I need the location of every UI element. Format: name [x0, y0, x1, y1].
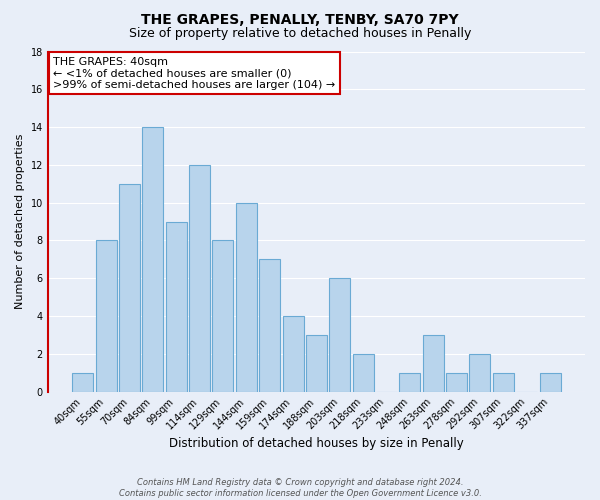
Bar	[212, 240, 233, 392]
Bar	[166, 222, 187, 392]
Bar	[95, 240, 116, 392]
Text: THE GRAPES, PENALLY, TENBY, SA70 7PY: THE GRAPES, PENALLY, TENBY, SA70 7PY	[141, 12, 459, 26]
Bar	[329, 278, 350, 392]
Bar	[306, 335, 327, 392]
Bar	[469, 354, 490, 392]
Bar	[259, 260, 280, 392]
Text: Size of property relative to detached houses in Penally: Size of property relative to detached ho…	[129, 28, 471, 40]
Bar	[119, 184, 140, 392]
Text: THE GRAPES: 40sqm
← <1% of detached houses are smaller (0)
>99% of semi-detached: THE GRAPES: 40sqm ← <1% of detached hous…	[53, 56, 335, 90]
Bar	[189, 165, 210, 392]
Bar	[493, 373, 514, 392]
Bar	[283, 316, 304, 392]
Y-axis label: Number of detached properties: Number of detached properties	[15, 134, 25, 310]
Bar	[142, 127, 163, 392]
X-axis label: Distribution of detached houses by size in Penally: Distribution of detached houses by size …	[169, 437, 464, 450]
Bar	[353, 354, 374, 392]
Text: Contains HM Land Registry data © Crown copyright and database right 2024.
Contai: Contains HM Land Registry data © Crown c…	[119, 478, 481, 498]
Bar	[423, 335, 444, 392]
Bar	[236, 202, 257, 392]
Bar	[446, 373, 467, 392]
Bar	[400, 373, 421, 392]
Bar	[539, 373, 560, 392]
Bar	[72, 373, 93, 392]
